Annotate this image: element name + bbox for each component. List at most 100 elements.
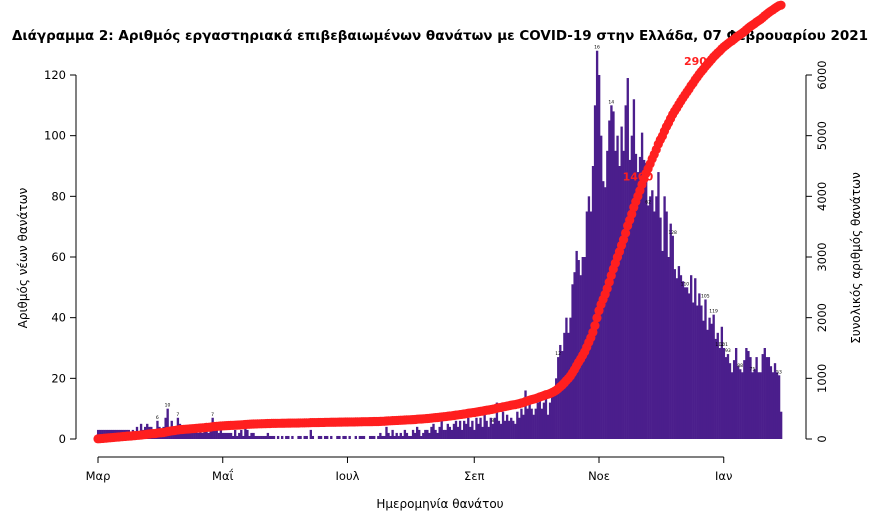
bar-day-222 <box>550 393 554 439</box>
bar-day-205 <box>516 411 519 439</box>
bar-day-49 <box>197 432 200 439</box>
bar-day-295 <box>700 305 703 439</box>
bar-day-80 <box>260 435 263 439</box>
bar-day-217 <box>540 408 544 439</box>
bar-day-230 <box>567 332 570 439</box>
bar-day-153 <box>409 435 413 439</box>
bar-day-311 <box>732 360 736 439</box>
bar-day-74 <box>248 435 251 439</box>
bar-day-263 <box>634 153 638 439</box>
bar-day-77 <box>254 435 257 439</box>
bar-day-158 <box>420 435 423 439</box>
left-tick-label-40: 40 <box>51 311 66 325</box>
bar-day-281 <box>671 235 674 439</box>
bar-day-284 <box>677 266 681 439</box>
bar-day-149 <box>401 435 405 439</box>
bar-day-282 <box>673 269 676 439</box>
bar-day-90 <box>281 435 284 439</box>
cumulative-labels-group: 140029005972 <box>623 55 715 183</box>
bar-day-187 <box>479 417 482 439</box>
bar-day-155 <box>413 432 417 439</box>
bar-label-14: 101 <box>719 342 728 348</box>
bar-label-18: 53 <box>776 369 782 375</box>
cumulative-line-group <box>93 0 786 444</box>
bar-day-289 <box>687 293 691 439</box>
bar-day-328 <box>767 357 771 439</box>
left-tick-label-60: 60 <box>51 250 66 264</box>
bar-day-301 <box>712 314 715 439</box>
bar-day-169 <box>442 429 445 439</box>
bar-day-73 <box>246 429 249 439</box>
bar-day-165 <box>434 429 437 439</box>
bar-day-269 <box>647 205 650 439</box>
bar-day-270 <box>649 196 652 439</box>
bar-day-244 <box>595 50 599 439</box>
bar-day-333 <box>777 375 781 439</box>
bar-label-8: 62 <box>645 199 651 205</box>
bar-day-167 <box>438 426 441 439</box>
cumulative-point-243 <box>590 321 600 331</box>
bar-day-186 <box>477 423 480 439</box>
bar-day-159 <box>422 432 425 439</box>
bar-day-72 <box>244 426 247 439</box>
cumulative-point-258 <box>620 228 631 238</box>
bar-day-66 <box>231 435 235 439</box>
bar-day-52 <box>203 429 206 439</box>
x-tick-label-1: Μαΐ <box>212 468 234 483</box>
bar-day-166 <box>436 432 439 439</box>
bar-day-308 <box>726 354 730 439</box>
bar-day-318 <box>747 351 750 439</box>
x-tick-label-0: Μαρ <box>86 469 111 483</box>
x-tick-label-2: Ιουλ <box>336 469 360 483</box>
bar-day-58 <box>215 429 218 439</box>
bar-day-221 <box>548 402 552 439</box>
bar-day-142 <box>387 432 390 439</box>
bar-label-1: 7 <box>176 412 179 418</box>
bar-day-150 <box>403 429 407 439</box>
bar-day-176 <box>456 426 460 439</box>
bar-day-218 <box>542 402 546 439</box>
bar-day-117 <box>336 435 339 439</box>
bar-day-198 <box>501 411 505 439</box>
bar-day-239 <box>585 211 589 439</box>
bar-label-4: 8 <box>491 418 494 424</box>
bar-label-20: 37 <box>807 0 813 2</box>
bar-day-326 <box>763 348 766 439</box>
bar-day-302 <box>714 338 717 439</box>
bar-day-285 <box>679 275 683 439</box>
bar-label-5: 12 <box>555 351 561 357</box>
right-tick-label-1000: 1000 <box>815 364 829 393</box>
bar-day-300 <box>710 323 713 439</box>
bar-day-67 <box>233 429 237 439</box>
bar-day-65 <box>229 432 233 439</box>
bar-day-323 <box>757 372 760 439</box>
bar-day-148 <box>399 432 402 439</box>
x-axis: Μαρ Μαΐ Ιουλ Σεπ Νοε Ιαν <box>86 456 732 483</box>
bar-day-184 <box>473 429 476 439</box>
bar-day-170 <box>444 429 447 439</box>
bar-day-332 <box>775 372 779 439</box>
bar-label-7: 14 <box>608 99 614 105</box>
bar-day-171 <box>446 423 449 439</box>
bar-day-183 <box>471 420 474 439</box>
bar-day-69 <box>238 432 241 439</box>
x-tick-label-3: Σεπ <box>464 469 484 483</box>
bar-day-168 <box>440 420 443 439</box>
bar-day-327 <box>765 357 768 439</box>
bar-day-129 <box>360 435 364 439</box>
right-tick-label-5000: 5000 <box>815 121 829 150</box>
bar-day-143 <box>389 435 392 439</box>
bar-day-271 <box>651 190 654 439</box>
bar-label-9: 128 <box>668 230 677 236</box>
bar-day-240 <box>587 196 591 439</box>
bar-day-83 <box>266 432 270 439</box>
bar-label-13: 105 <box>701 293 710 299</box>
bar-day-82 <box>264 435 267 439</box>
left-tick-label-120: 120 <box>44 68 66 82</box>
bar-day-203 <box>512 420 515 439</box>
bar-day-120 <box>342 435 345 439</box>
bar-label-6: 16 <box>594 45 600 51</box>
bar-day-304 <box>718 348 721 439</box>
bar-day-288 <box>685 287 689 439</box>
bar-day-319 <box>749 357 752 439</box>
